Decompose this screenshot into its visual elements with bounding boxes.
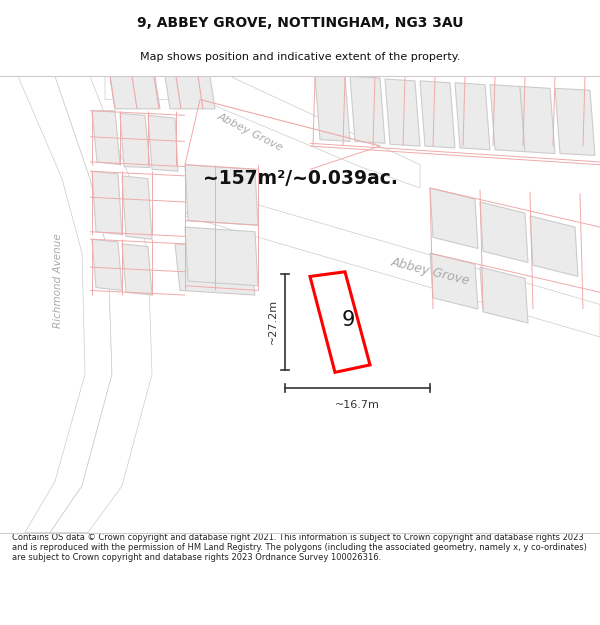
Text: 9: 9 bbox=[341, 310, 355, 330]
Polygon shape bbox=[92, 111, 120, 165]
Text: Contains OS data © Crown copyright and database right 2021. This information is : Contains OS data © Crown copyright and d… bbox=[12, 532, 587, 562]
Polygon shape bbox=[92, 171, 122, 234]
Text: 9, ABBEY GROVE, NOTTINGHAM, NG3 3AU: 9, ABBEY GROVE, NOTTINGHAM, NG3 3AU bbox=[137, 16, 463, 30]
Polygon shape bbox=[480, 202, 528, 262]
Polygon shape bbox=[92, 239, 122, 291]
Polygon shape bbox=[555, 88, 595, 156]
Text: Richmond Avenue: Richmond Avenue bbox=[53, 234, 63, 329]
Text: ~27.2m: ~27.2m bbox=[268, 299, 278, 344]
Polygon shape bbox=[185, 188, 600, 337]
Text: ~16.7m: ~16.7m bbox=[335, 400, 380, 410]
Polygon shape bbox=[385, 79, 420, 146]
Polygon shape bbox=[430, 188, 478, 249]
Polygon shape bbox=[120, 114, 150, 168]
Polygon shape bbox=[175, 244, 255, 295]
Polygon shape bbox=[480, 267, 528, 323]
Polygon shape bbox=[148, 116, 178, 171]
Polygon shape bbox=[122, 244, 152, 295]
Text: Map shows position and indicative extent of the property.: Map shows position and indicative extent… bbox=[140, 52, 460, 62]
Polygon shape bbox=[50, 76, 152, 532]
Text: ~157m²/~0.039ac.: ~157m²/~0.039ac. bbox=[203, 169, 397, 188]
Text: Abbey Grove: Abbey Grove bbox=[389, 256, 471, 288]
Polygon shape bbox=[420, 81, 455, 148]
Polygon shape bbox=[350, 76, 385, 143]
Polygon shape bbox=[185, 227, 258, 286]
Polygon shape bbox=[165, 76, 215, 109]
Polygon shape bbox=[0, 76, 112, 532]
Polygon shape bbox=[122, 176, 152, 239]
Polygon shape bbox=[520, 86, 555, 154]
Polygon shape bbox=[430, 253, 478, 309]
Polygon shape bbox=[315, 76, 350, 141]
Polygon shape bbox=[455, 82, 490, 150]
Polygon shape bbox=[310, 272, 370, 372]
Text: Abbey Grove: Abbey Grove bbox=[215, 111, 284, 153]
Polygon shape bbox=[105, 76, 420, 188]
Polygon shape bbox=[185, 165, 258, 225]
Polygon shape bbox=[530, 216, 578, 276]
Polygon shape bbox=[110, 76, 160, 109]
Polygon shape bbox=[490, 84, 525, 152]
